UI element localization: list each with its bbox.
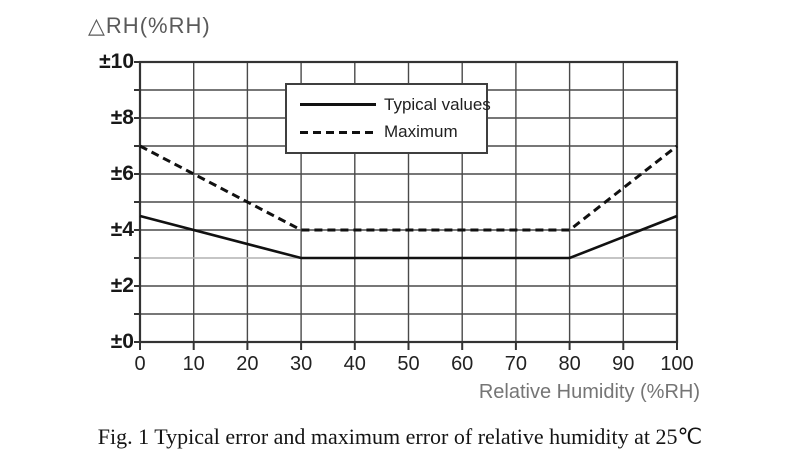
x-tick-label: 60 [451, 353, 474, 375]
x-tick-label: 30 [289, 353, 313, 375]
y-tick-label: ±0 [110, 330, 134, 353]
legend-row-typical: Typical values [300, 95, 491, 115]
series-line-typical-values [139, 214, 678, 260]
y-tick-label: ±4 [110, 218, 134, 241]
x-tick-label: 100 [660, 353, 694, 375]
x-tick-label: 10 [182, 353, 205, 375]
x-tick-label: 20 [236, 353, 259, 375]
y-tick-label: ±8 [110, 106, 134, 129]
x-tick-label: 40 [343, 353, 366, 375]
x-tick-label: 50 [397, 353, 420, 375]
x-tick-label: 0 [134, 353, 146, 375]
x-tick-label: 80 [558, 353, 581, 375]
legend-label-typical: Typical values [384, 94, 491, 114]
legend-row-maximum: Maximum [300, 122, 486, 142]
y-axis-title: △RH(%RH) [88, 13, 211, 38]
maximum-line-sample [300, 130, 376, 134]
y-tick-label: ±10 [99, 50, 134, 73]
legend-box: Typical values Maximum [285, 83, 491, 154]
x-tick-label: 70 [504, 353, 528, 375]
legend-label-maximum: Maximum [384, 122, 458, 142]
y-tick-label: ±2 [110, 274, 134, 297]
typical-line-sample [300, 103, 376, 107]
series-line-maximum [139, 144, 678, 232]
y-tick-label: ±6 [110, 162, 134, 185]
figure-caption: Fig. 1 Typical error and maximum error o… [97, 424, 703, 449]
x-axis-title: Relative Humidity (%RH) [478, 381, 700, 403]
x-tick-label: 90 [612, 353, 635, 375]
